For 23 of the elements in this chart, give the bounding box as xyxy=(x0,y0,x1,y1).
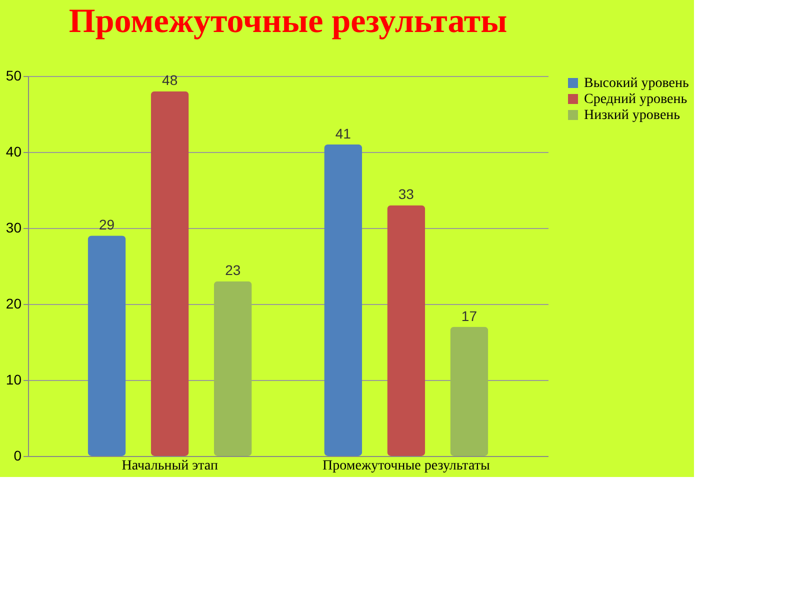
legend-label: Низкий уровень xyxy=(584,108,680,123)
data-label: 17 xyxy=(461,308,478,324)
bar xyxy=(324,144,362,456)
data-label: 29 xyxy=(99,216,115,233)
bar xyxy=(88,236,126,456)
y-tick-label: 0 xyxy=(14,448,22,464)
x-tick-label: Начальный этап xyxy=(122,458,218,474)
bar xyxy=(450,326,488,456)
y-tick-label: 20 xyxy=(6,296,22,312)
y-tick-label: 30 xyxy=(6,220,22,236)
data-label: 23 xyxy=(225,262,241,278)
chart-title: Промежуточные результаты xyxy=(68,3,508,40)
legend-label: Высокий уровень xyxy=(584,76,689,91)
data-label: 33 xyxy=(398,186,414,202)
y-tick-label: 50 xyxy=(6,68,22,84)
y-tick-label: 40 xyxy=(6,144,22,160)
data-label: 41 xyxy=(335,125,352,142)
bar xyxy=(214,281,252,456)
data-label: 48 xyxy=(162,72,178,88)
y-tick-label: 10 xyxy=(6,372,22,388)
bar xyxy=(387,205,426,456)
legend-label: Средний уровень xyxy=(584,92,688,107)
bar xyxy=(150,91,189,456)
